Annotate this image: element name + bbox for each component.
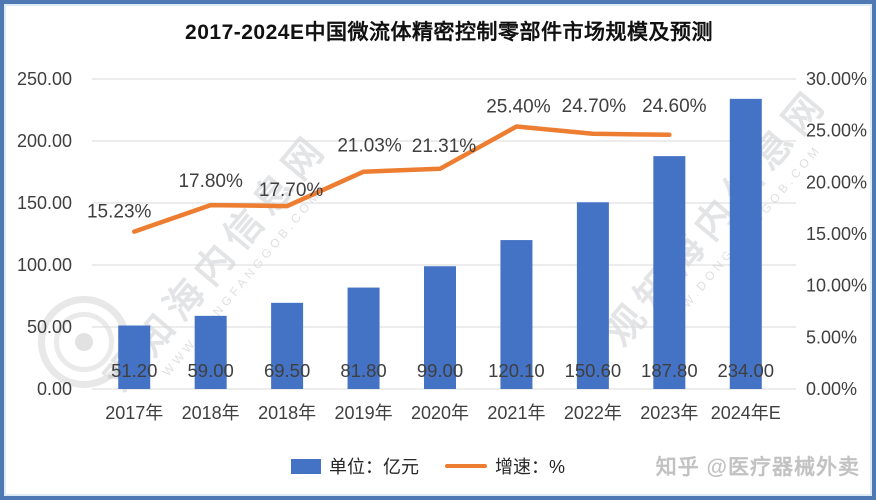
line-value-label: 15.23% bbox=[87, 202, 152, 223]
left-axis-tick-label: 100.00 bbox=[17, 255, 72, 275]
right-axis-tick-label: 0.00% bbox=[806, 379, 857, 399]
right-axis-tick-label: 30.00% bbox=[806, 69, 867, 89]
bar bbox=[424, 266, 456, 389]
bar-value-label: 81.80 bbox=[340, 360, 386, 381]
line-series-swatch-icon bbox=[445, 464, 487, 468]
line-value-label: 24.60% bbox=[642, 96, 707, 117]
x-axis-label: 2018年 bbox=[258, 403, 316, 423]
x-axis-label: 2019年 bbox=[335, 403, 393, 423]
x-axis-label: 2020年 bbox=[411, 403, 469, 423]
left-axis-tick-label: 50.00 bbox=[27, 317, 72, 337]
x-axis-label: 2023年 bbox=[640, 403, 698, 423]
right-axis-tick-label: 25.00% bbox=[806, 121, 867, 141]
line-value-label: 17.70% bbox=[259, 180, 324, 201]
x-axis-label: 2017年 bbox=[105, 403, 163, 423]
bar bbox=[347, 287, 380, 389]
bar-series-label: 单位：亿元 bbox=[329, 457, 419, 477]
line-value-label: 17.80% bbox=[178, 171, 243, 192]
chart-legend: 单位：亿元 增速：% bbox=[291, 453, 565, 479]
line-value-label: 25.40% bbox=[486, 97, 551, 118]
bar bbox=[729, 98, 762, 389]
bar-value-label: 51.20 bbox=[111, 360, 157, 381]
bar bbox=[194, 315, 227, 389]
x-axis-label: 2018年 bbox=[182, 403, 240, 423]
bar-value-label: 234.00 bbox=[717, 360, 774, 381]
x-axis-label: 2024年E bbox=[711, 403, 781, 423]
publisher-watermark: 知乎 @医疗器械外卖 bbox=[655, 456, 860, 479]
bar-value-label: 59.00 bbox=[188, 360, 234, 381]
left-axis-tick-label: 200.00 bbox=[17, 131, 72, 151]
bar bbox=[576, 202, 609, 389]
left-axis-tick-label: 250.00 bbox=[17, 69, 72, 89]
bar bbox=[271, 302, 304, 389]
line-series-label: 增速：% bbox=[495, 457, 566, 477]
chart-canvas: 0.00 50.00 100.00 150.00 200.00 250.00 0.00% 5.… bbox=[17, 69, 867, 423]
bar bbox=[653, 156, 686, 389]
bar-value-label: 99.00 bbox=[417, 360, 463, 381]
left-axis-tick-label: 0.00 bbox=[37, 379, 72, 399]
x-axis-label: 2022年 bbox=[564, 403, 622, 423]
line-value-label: 24.70% bbox=[562, 96, 627, 117]
line-value-label: 21.31% bbox=[412, 136, 477, 157]
bar bbox=[118, 325, 151, 389]
line-value-label: 21.03% bbox=[337, 136, 402, 157]
right-axis-tick-label: 20.00% bbox=[806, 172, 867, 192]
bar-value-label: 120.10 bbox=[488, 360, 545, 381]
bar-series-swatch-icon bbox=[291, 458, 321, 474]
right-axis-tick-label: 5.00% bbox=[806, 327, 857, 347]
x-axis-label: 2021年 bbox=[487, 403, 545, 423]
right-axis-tick-label: 15.00% bbox=[806, 224, 867, 244]
bar bbox=[500, 240, 533, 389]
bar-value-label: 69.50 bbox=[264, 360, 310, 381]
chart-title: 2017-2024E中国微流体精密控制零部件市场规模及预测 bbox=[185, 21, 713, 44]
left-axis-tick-label: 150.00 bbox=[17, 193, 72, 213]
right-axis-tick-label: 10.00% bbox=[806, 276, 867, 296]
bar-value-label: 187.80 bbox=[641, 360, 698, 381]
bar-value-label: 150.60 bbox=[565, 360, 622, 381]
trend-line bbox=[131, 124, 672, 234]
